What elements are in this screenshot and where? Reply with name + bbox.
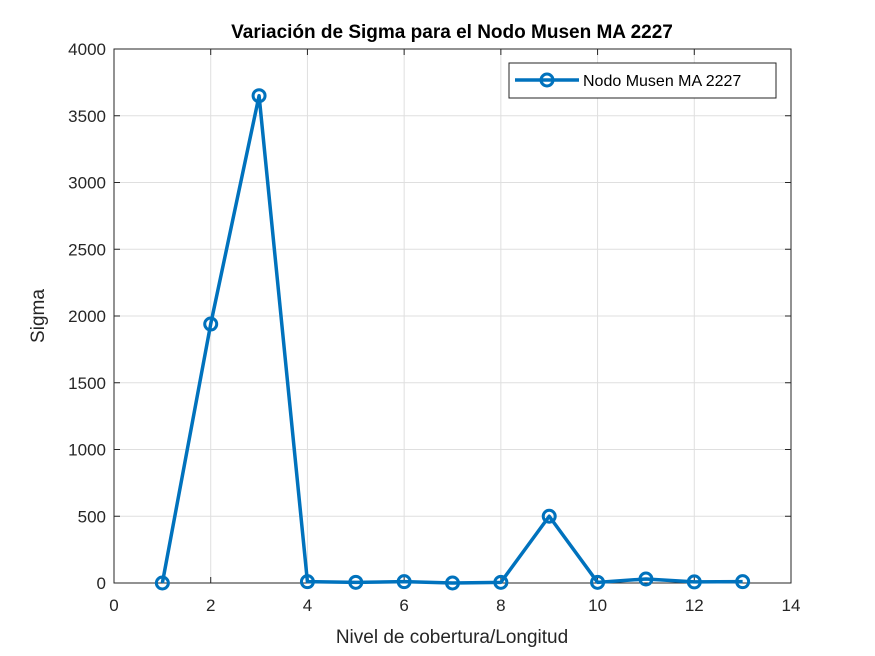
x-tick-label: 0 (109, 596, 118, 615)
x-tick-label: 14 (782, 596, 801, 615)
series-line (160, 93, 743, 585)
y-tick-label: 500 (78, 507, 106, 526)
legend: Nodo Musen MA 2227 (508, 62, 777, 99)
y-tick-label: 1000 (68, 441, 106, 460)
x-tick-label: 10 (588, 596, 607, 615)
y-tick-label: 0 (97, 574, 106, 593)
x-tick-label: 8 (496, 596, 505, 615)
data-point (686, 574, 702, 590)
chart-title: Variación de Sigma para el Nodo Musen MA… (231, 22, 673, 43)
data-point (154, 575, 170, 591)
data-point (251, 88, 267, 104)
x-tick-label: 6 (399, 596, 408, 615)
data-point (541, 508, 557, 524)
x-axis-ticks: 0 2 4 6 8 10 12 14 (109, 49, 800, 615)
y-axis-label: Sigma (28, 289, 49, 343)
x-tick-label: 12 (685, 596, 704, 615)
data-point (638, 571, 654, 587)
y-tick-label: 2500 (68, 240, 106, 259)
y-tick-label: 2000 (68, 307, 106, 326)
x-axis-label: Nivel de cobertura/Longitud (336, 627, 568, 648)
x-tick-label: 2 (206, 596, 215, 615)
x-tick-label: 4 (303, 596, 312, 615)
y-tick-label: 3000 (68, 174, 106, 193)
data-point (299, 574, 315, 590)
data-point (203, 316, 219, 332)
y-axis-ticks: 0 500 1000 1500 2000 2500 3000 3500 4000 (68, 40, 791, 593)
legend-label: Nodo Musen MA 2227 (583, 73, 741, 90)
data-point (396, 574, 412, 590)
legend-marker-sample (539, 72, 555, 88)
series-layer (154, 88, 751, 591)
data-point (445, 575, 460, 591)
y-tick-label: 4000 (68, 40, 106, 59)
data-point (348, 574, 364, 590)
y-tick-label: 3500 (68, 107, 106, 126)
y-tick-label: 1500 (68, 374, 106, 393)
data-point (590, 574, 606, 590)
data-point (735, 574, 751, 590)
data-point (493, 574, 509, 590)
